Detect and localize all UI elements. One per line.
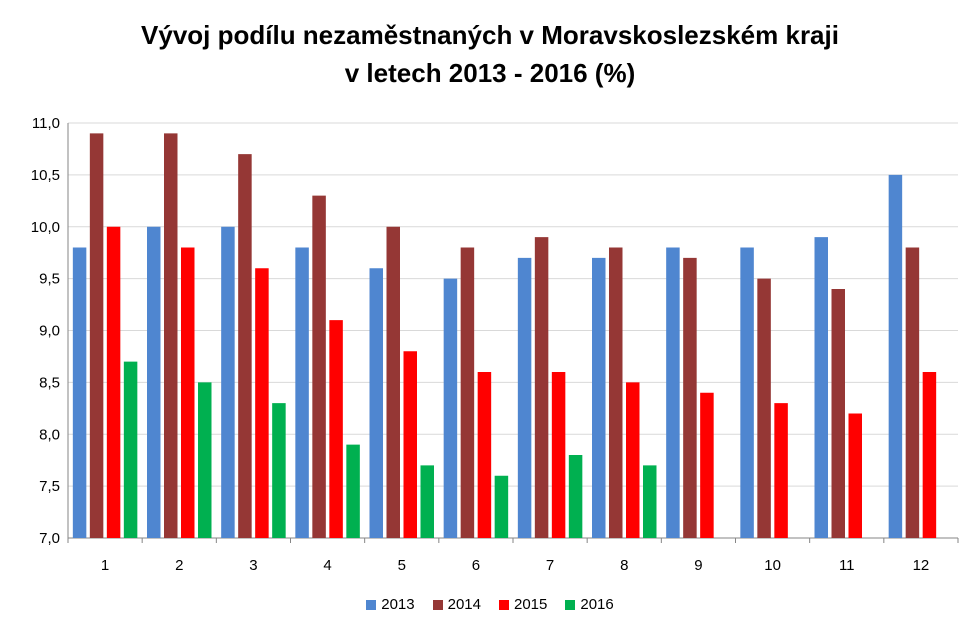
bar-2013-10 [740,247,754,538]
x-tick-label: 4 [323,557,331,574]
bar-2013-5 [369,268,383,538]
y-tick-label: 10,5 [31,167,60,184]
bar-2016-2 [198,382,212,538]
bar-2014-5 [386,226,400,538]
bar-2014-3 [238,154,252,538]
x-tick-label: 3 [249,557,257,574]
y-tick-label: 8,0 [39,426,60,443]
bar-2014-4 [312,195,326,538]
bar-2016-7 [568,455,583,538]
x-tick-label: 12 [913,557,930,574]
y-tick-label: 9,5 [39,271,60,288]
y-tick-label: 11,0 [32,115,60,132]
legend-item-2015: 2015 [499,596,547,613]
bar-2015-12 [922,372,937,538]
bar-2013-1 [72,247,87,538]
legend-label: 2014 [447,596,481,613]
bar-2013-2 [147,226,161,538]
x-tick-label: 1 [101,557,109,574]
x-tick-label: 6 [472,557,480,574]
x-tick-label: 9 [694,557,702,574]
y-tick-label: 8,5 [39,374,60,391]
legend-swatch [366,599,377,610]
bar-2014-9 [683,257,697,538]
legend-item-2014: 2014 [432,596,481,613]
x-tick-label: 10 [764,557,781,574]
legend-label: 2015 [514,596,548,613]
legend-item-2013: 2013 [366,596,415,613]
bar-2015-1 [106,226,121,538]
bar-2014-11 [831,289,845,538]
bar-2013-3 [221,226,235,538]
chart-title: Vývoj podílu nezaměstnaných v Moravskosl… [0,16,980,92]
y-tick-label: 7,0 [39,530,60,547]
bar-2014-2 [164,133,178,538]
bar-2016-4 [346,444,360,538]
bar-2013-11 [814,237,828,538]
bar-2015-3 [255,268,269,538]
bar-2016-3 [272,403,286,538]
bar-2014-12 [905,247,920,538]
bar-2015-9 [700,392,714,538]
bar-2015-10 [774,403,788,538]
y-tick-label: 10,0 [31,219,60,236]
bar-2013-9 [666,247,680,538]
x-tick-label: 5 [398,557,406,574]
bar-2015-7 [551,372,566,538]
bar-2016-5 [420,465,434,538]
chart-legend: 2013 2014 2015 2016 [0,596,980,613]
y-tick-label: 7,5 [39,478,60,495]
bar-2015-11 [848,413,862,538]
x-tick-label: 8 [620,557,628,574]
x-tick-label: 2 [175,557,183,574]
y-tick-label: 9,0 [39,323,60,340]
bar-2014-10 [757,278,771,538]
bar-2016-6 [494,475,509,538]
bar-2015-5 [403,351,417,538]
bar-2014-6 [460,247,475,538]
bar-2013-8 [592,257,606,538]
bar-2013-12 [888,174,903,538]
x-tick-label: 11 [839,557,855,574]
legend-swatch [432,599,443,610]
bar-2013-6 [443,278,458,538]
legend-item-2016: 2016 [565,596,614,613]
chart-title-line-1: Vývoj podílu nezaměstnaných v Moravskosl… [141,20,839,50]
chart-title-line-2: v letech 2013 - 2016 (%) [344,58,636,88]
bar-2014-7 [534,237,549,538]
bar-2015-6 [477,372,492,538]
bar-2014-8 [609,247,623,538]
bar-2015-4 [329,320,343,538]
x-tick-label: 7 [546,557,554,574]
bar-2015-8 [626,382,640,538]
legend-swatch [565,599,576,610]
bar-2016-1 [123,361,138,538]
bar-2015-2 [181,247,195,538]
legend-label: 2013 [381,596,415,613]
legend-swatch [499,599,509,610]
bar-2014-1 [89,133,104,538]
bar-2013-4 [295,247,309,538]
legend-label: 2016 [580,596,614,613]
bar-2013-7 [517,257,532,538]
bar-2016-8 [643,465,657,538]
